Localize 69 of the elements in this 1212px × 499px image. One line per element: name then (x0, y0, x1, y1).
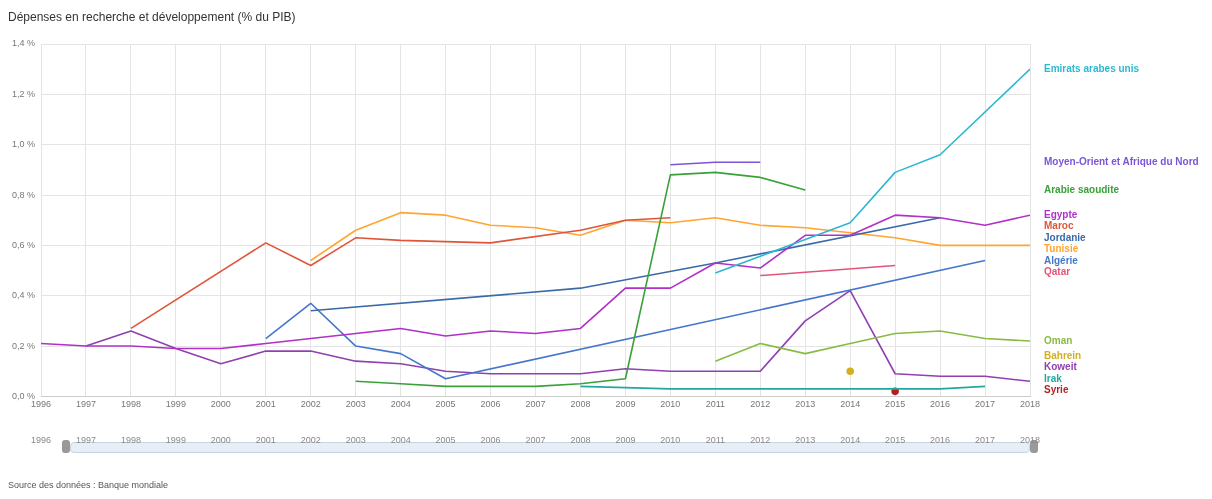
x-tick-label: 2013 (795, 399, 816, 410)
x2-tick-label: 2010 (660, 435, 681, 446)
x-tick-label: 2007 (525, 399, 546, 410)
x2-tick-label: 2005 (435, 435, 456, 446)
series-label: Tunisie (1044, 243, 1079, 255)
x-tick-label: 2006 (480, 399, 501, 410)
x2-tick-label: 2015 (885, 435, 906, 446)
x-tick-label: 2014 (840, 399, 861, 410)
x2-tick-label: 1996 (31, 435, 52, 446)
text: Maroc (1044, 220, 1074, 232)
x-tick-label: 2009 (615, 399, 636, 410)
x-tick-label: 2018 (1019, 399, 1041, 410)
x2-tick-label: 2017 (975, 435, 996, 446)
x2-tick-label: 2012 (750, 435, 771, 446)
x2-tick-label: 2014 (840, 435, 861, 446)
x-tick-label: 2000 (210, 399, 231, 410)
x2-tick-label: 2007 (525, 435, 546, 446)
x2-tick-label: 2000 (210, 435, 231, 446)
series-label: Emirats arabes unis (1044, 62, 1140, 74)
y-tick-label: 1,4 % (12, 38, 36, 49)
x-tick-label: 2010 (660, 399, 681, 410)
y-tick-label: 0,6 % (12, 239, 36, 250)
x-tick-label: 2004 (390, 399, 411, 410)
series-label: Egypte (1044, 208, 1078, 220)
x2-tick-label: 2008 (570, 435, 591, 446)
x-tick-label: 1999 (165, 399, 186, 410)
x2-tick-label: 2002 (300, 435, 321, 446)
text: Irak (1044, 372, 1063, 384)
x2-tick-label: 2009 (615, 435, 636, 446)
text: Qatar (1044, 266, 1071, 278)
x2-tick-label: 2003 (345, 435, 366, 446)
x2-tick-label: 1999 (165, 435, 186, 446)
text: Syrie (1044, 384, 1069, 396)
x2-tick-label: 2001 (255, 435, 276, 446)
x-tick-label: 1997 (75, 399, 96, 410)
source-note: Source des données : Banque mondiale (8, 480, 169, 490)
x2-tick-label: 1997 (75, 435, 96, 446)
x-tick-label: 2003 (345, 399, 366, 410)
x-tick-label: 2011 (705, 399, 725, 410)
x-tick-label: 2015 (885, 399, 906, 410)
text: Arabie saoudite (1044, 183, 1120, 195)
series-label: Oman (1044, 334, 1073, 346)
x-tick-label: 1996 (31, 399, 52, 410)
x2-tick-label: 2013 (795, 435, 816, 446)
x-tick-label: 2001 (255, 399, 276, 410)
y-tick-label: 0,2 % (12, 340, 36, 351)
x-tick-label: 2008 (570, 399, 591, 410)
x-tick-label: 2005 (435, 399, 456, 410)
chart-title: Dépenses en recherche et développement (% du PIB) (8, 10, 296, 24)
x2-tick-label: 1998 (120, 435, 141, 446)
y-tick-label: 0,8 % (12, 189, 36, 200)
y-tick-label: 0,0 % (12, 390, 36, 401)
y-tick-label: 1,0 % (12, 139, 36, 150)
text: Moyen-Orient et Afrique du Nord (1044, 156, 1199, 168)
x2-tick-label: 2006 (480, 435, 501, 446)
text: Algérie (1044, 254, 1079, 266)
x-tick-label: 2016 (930, 399, 951, 410)
series-label: Koweit (1044, 361, 1078, 373)
text: Jordanie (1044, 231, 1087, 243)
x2-tick-label: 2016 (930, 435, 951, 446)
x-tick-label: 2002 (300, 399, 321, 410)
x-tick-label: 2017 (975, 399, 996, 410)
x-tick-label: 1998 (120, 399, 141, 410)
y-tick-label: 1,2 % (12, 88, 36, 99)
x-tick-label: 2012 (750, 399, 771, 410)
text: Bahrein (1044, 349, 1082, 361)
x2-tick-label: 2011 (705, 435, 725, 446)
x2-tick-label: 2004 (390, 435, 411, 446)
y-tick-label: 0,4 % (12, 290, 36, 301)
